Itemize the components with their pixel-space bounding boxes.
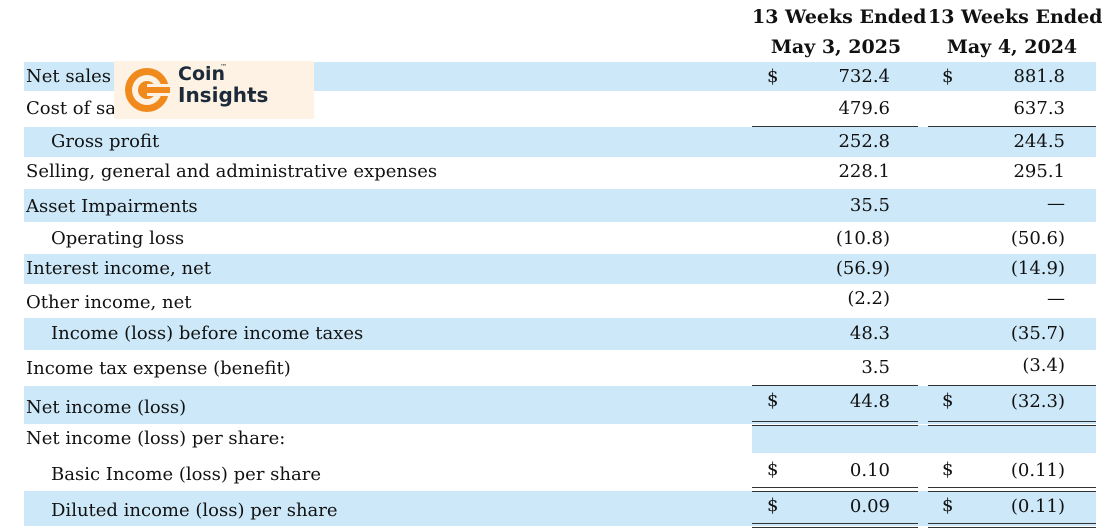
value-2024: (35.7): [1010, 323, 1065, 344]
row-label: Cost of sal: [26, 98, 122, 119]
value-2024: —: [1047, 193, 1065, 214]
value-2025: 3.5: [861, 357, 890, 378]
value-2024: 295.1: [1013, 161, 1065, 182]
eps-double-rule-2024: [928, 523, 1096, 528]
table-row-other-income: Other income, net (2.2) —: [24, 286, 1096, 318]
dollar-sign: $: [767, 459, 779, 480]
value-2025: 0.09: [849, 496, 890, 517]
table-row-operating-loss: Operating loss (10.8) (50.6): [24, 224, 1096, 254]
value-2025: 35.5: [849, 195, 890, 216]
value-2024: —: [1047, 288, 1065, 309]
table-row-asset-impairments: Asset Impairments 35.5 —: [24, 189, 1096, 222]
column-header-2-line1: 13 Weeks Ended: [928, 6, 1103, 28]
per-share-heading-band: [752, 425, 1096, 453]
dollar-sign: $: [767, 390, 779, 411]
dollar-sign: $: [942, 390, 954, 411]
row-label: Net income (loss) per share:: [26, 428, 286, 449]
row-label: Interest income, net: [26, 258, 211, 279]
total-double-rule-2025: [752, 421, 918, 426]
table-row-income-tax: Income tax expense (benefit) 3.5 (3.4): [24, 352, 1096, 384]
row-label: Income tax expense (benefit): [26, 358, 291, 379]
value-2025: 479.6: [838, 98, 890, 119]
value-2024: (14.9): [1010, 258, 1065, 279]
table-row-cost-of-sales: Cost of sal 479.6 637.3: [24, 93, 1096, 125]
table-row-diluted-eps: Diluted income (loss) per share $ 0.09 $…: [24, 491, 1096, 526]
row-label: Asset Impairments: [26, 196, 198, 217]
trademark-symbol: ™: [220, 63, 227, 71]
watermark-text-line2: Insights: [178, 83, 269, 107]
value-2025: 228.1: [838, 161, 890, 182]
value-2025: 0.10: [849, 460, 890, 481]
dollar-sign: $: [767, 66, 779, 87]
eps-double-rule-2025: [752, 487, 918, 492]
dollar-sign: $: [942, 495, 954, 516]
table-row-per-share-heading: Net income (loss) per share:: [24, 424, 1096, 454]
dollar-sign: $: [942, 66, 954, 87]
value-2024: (32.3): [1010, 391, 1065, 412]
value-2025: (10.8): [835, 228, 890, 249]
table-row-gross-profit: Gross profit 252.8 244.5: [24, 127, 1096, 157]
dollar-sign: $: [767, 495, 779, 516]
row-label: Other income, net: [26, 292, 192, 313]
subtotal-rule-2024: [928, 126, 1096, 127]
value-2025: 252.8: [838, 131, 890, 152]
value-2025: (2.2): [847, 288, 890, 309]
row-label: Basic Income (loss) per share: [51, 464, 321, 485]
value-2024: 881.8: [1013, 66, 1065, 87]
subtotal-rule-2024: [928, 385, 1096, 386]
subtotal-rule-2025: [752, 385, 918, 386]
row-label: Operating loss: [51, 228, 185, 249]
column-header-1-line2: May 3, 2025: [770, 36, 902, 58]
value-2025: 732.4: [838, 66, 890, 87]
table-row-basic-eps: Basic Income (loss) per share $ 0.10 $ (…: [24, 456, 1096, 490]
coin-insights-watermark: Coin ™ Insights: [114, 61, 314, 119]
table-row-net-sales: Net sales $ 732.4 $ 881.8: [24, 62, 1096, 91]
value-2025: (56.9): [835, 258, 890, 279]
table-row-sga: Selling, general and administrative expe…: [24, 157, 1096, 187]
eps-double-rule-2024: [928, 487, 1096, 492]
dollar-sign: $: [942, 459, 954, 480]
table-row-income-before-taxes: Income (loss) before income taxes 48.3 (…: [24, 318, 1096, 350]
value-2024: 637.3: [1013, 98, 1065, 119]
table-row-net-income: Net income (loss) $ 44.8 $ (32.3): [24, 386, 1096, 424]
row-label: Selling, general and administrative expe…: [26, 161, 438, 182]
value-2024: (0.11): [1010, 460, 1065, 481]
watermark-text-line1: Coin: [178, 63, 226, 85]
value-2024: (0.11): [1010, 496, 1065, 517]
subtotal-rule-2025: [752, 126, 918, 127]
value-2025: 48.3: [849, 323, 890, 344]
value-2024: (3.4): [1022, 355, 1065, 376]
eps-double-rule-2025: [752, 523, 918, 528]
row-label: Net income (loss): [26, 397, 187, 418]
row-label: Gross profit: [51, 131, 160, 152]
value-2024: 244.5: [1013, 131, 1065, 152]
row-label: Net sales: [26, 66, 111, 87]
total-double-rule-2024: [928, 421, 1096, 426]
column-header-2-line2: May 4, 2024: [946, 36, 1078, 58]
column-header-1-line1: 13 Weeks Ended: [752, 6, 927, 28]
row-label: Diluted income (loss) per share: [51, 500, 338, 521]
row-label: Income (loss) before income taxes: [51, 323, 364, 344]
value-2025: 44.8: [849, 391, 890, 412]
value-2024: (50.6): [1010, 228, 1065, 249]
coin-insights-logo-icon: [125, 68, 172, 112]
table-row-interest-income: Interest income, net (56.9) (14.9): [24, 254, 1096, 284]
